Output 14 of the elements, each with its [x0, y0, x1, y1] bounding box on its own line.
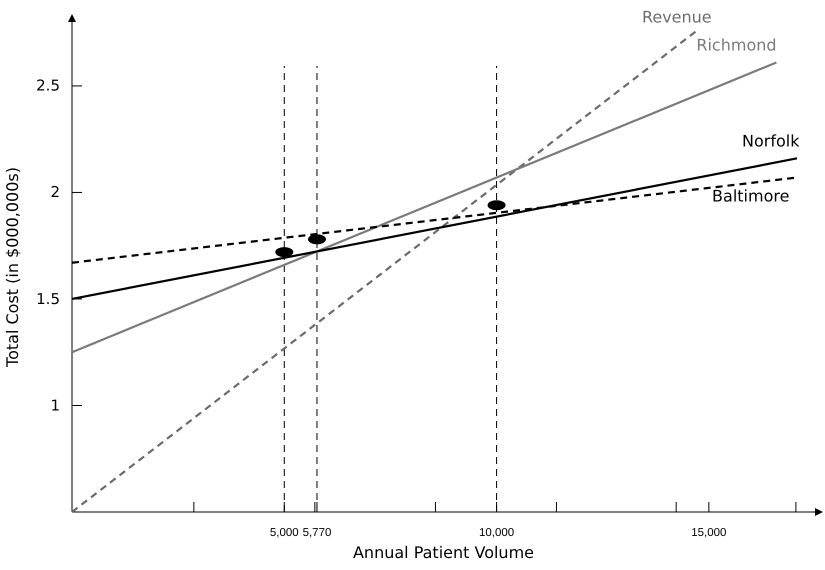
- y-tick-label: 2: [50, 183, 60, 202]
- x-tick-label: 5,000: [270, 527, 299, 540]
- x-tick-label: 10,000: [478, 527, 514, 540]
- series-label: Richmond: [696, 35, 777, 54]
- y-tick-label: 1.5: [36, 290, 60, 308]
- series-label: Baltimore: [712, 186, 790, 206]
- series-label: Norfolk: [742, 131, 800, 150]
- x-tick-label: 5,770: [302, 527, 332, 540]
- x-tick-label: 15,000: [691, 527, 726, 540]
- x-axis-title: Annual Patient Volume: [352, 543, 534, 562]
- series-label: Revenue: [642, 8, 712, 27]
- y-axis-title: Total Cost (in $000,000s): [3, 167, 22, 368]
- y-tick-label: 2.5: [36, 76, 60, 95]
- y-tick-label: 1: [50, 396, 60, 414]
